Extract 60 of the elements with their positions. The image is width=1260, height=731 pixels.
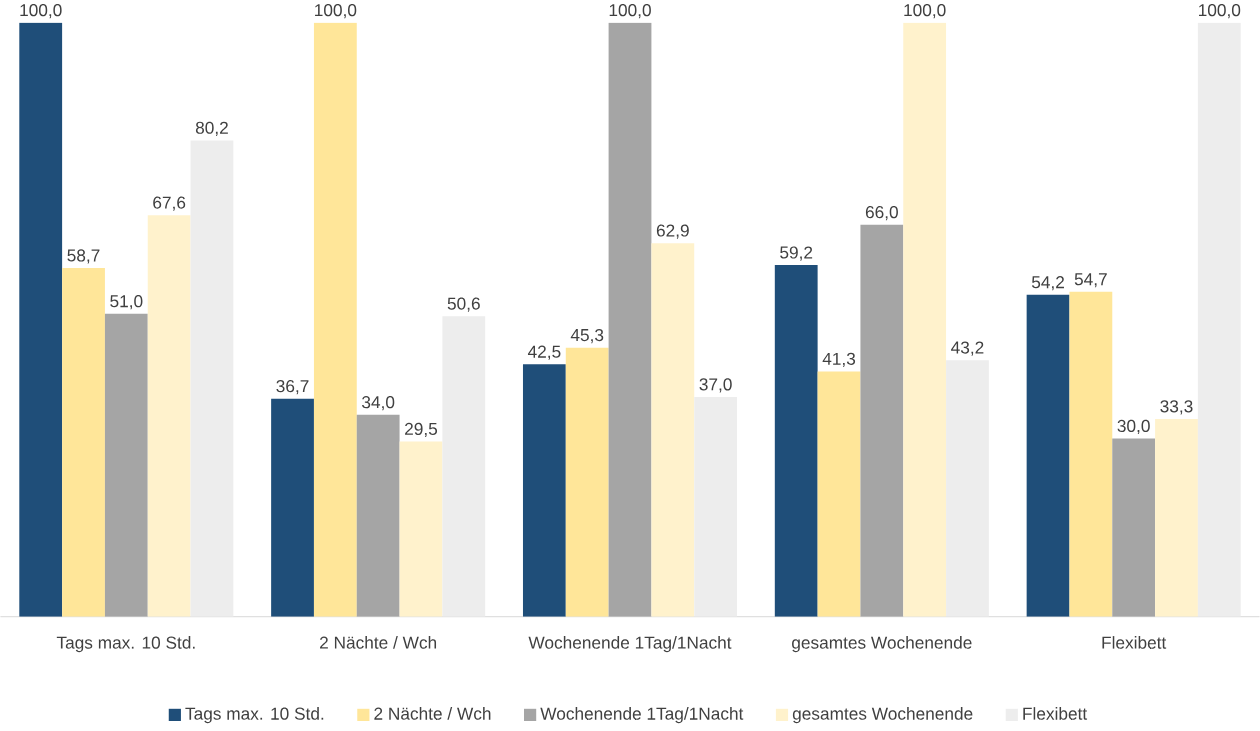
bar: [1026, 294, 1070, 617]
x-tick-label: Tags max. 10 Std.: [56, 636, 195, 653]
data-label: 100,0: [1199, 4, 1241, 19]
bar: [62, 268, 105, 617]
legend-label: Flexibett: [1023, 707, 1088, 720]
legend-label: gesamtes Wochenende: [792, 707, 973, 724]
bar: [19, 22, 63, 617]
data-label: 33,3: [1160, 400, 1193, 415]
bar: [946, 360, 989, 617]
bar: [774, 265, 818, 617]
x-tick-label: gesamtes Wochenende: [792, 636, 972, 653]
data-label: 45,3: [570, 329, 604, 344]
bar: [1112, 438, 1156, 617]
bar: [817, 371, 861, 617]
data-label: 58,7: [67, 249, 100, 264]
bar: [1155, 419, 1198, 617]
data-label: 80,2: [195, 121, 228, 136]
data-label: 54,7: [1074, 273, 1107, 288]
bar: [860, 224, 904, 617]
bar: [1069, 291, 1113, 617]
bar: [608, 22, 652, 617]
bar: [271, 398, 314, 617]
bar: [104, 313, 148, 617]
bar: [565, 347, 609, 617]
legend-label: Tags max. 10 Std.: [185, 707, 324, 724]
data-label: 41,3: [822, 352, 856, 368]
legend-label: 2 Nächte / Wch: [374, 707, 491, 720]
data-label: 67,6: [153, 196, 186, 211]
data-label: 42,5: [527, 345, 561, 360]
data-label: 50,6: [447, 297, 480, 312]
x-tick-label: Flexibett: [1102, 636, 1167, 649]
data-label: 34,0: [362, 396, 395, 411]
x-tick-label: Wochenende 1Tag/1Nacht: [528, 636, 732, 653]
bar: [442, 316, 486, 617]
data-label: 43,2: [951, 341, 984, 356]
data-label: 36,7: [276, 380, 309, 395]
data-label: 100,0: [20, 4, 62, 19]
bar: [147, 215, 191, 617]
x-tick-label: 2 Nächte / Wch: [320, 636, 437, 649]
bar: [1197, 22, 1241, 617]
data-label: 30,0: [1117, 419, 1150, 435]
bar: [190, 140, 234, 617]
bar: [694, 397, 738, 617]
data-label: 100,0: [315, 4, 357, 19]
data-label: 100,0: [609, 4, 651, 19]
bar: [522, 364, 566, 617]
data-label: 29,5: [405, 422, 438, 438]
data-label: 100,0: [904, 4, 946, 19]
legend-label: Wochenende 1Tag/1Nacht: [540, 707, 744, 724]
data-label: 62,9: [656, 224, 689, 239]
bar: [651, 243, 695, 617]
bar: [313, 22, 357, 617]
data-label: 51,0: [110, 295, 143, 310]
data-label: 66,0: [865, 206, 898, 221]
bar: [399, 441, 443, 617]
bar: [356, 414, 400, 617]
data-label: 37,0: [699, 378, 732, 393]
bar: [903, 22, 947, 617]
data-label: 54,2: [1031, 276, 1064, 291]
data-label: 59,2: [780, 246, 813, 261]
